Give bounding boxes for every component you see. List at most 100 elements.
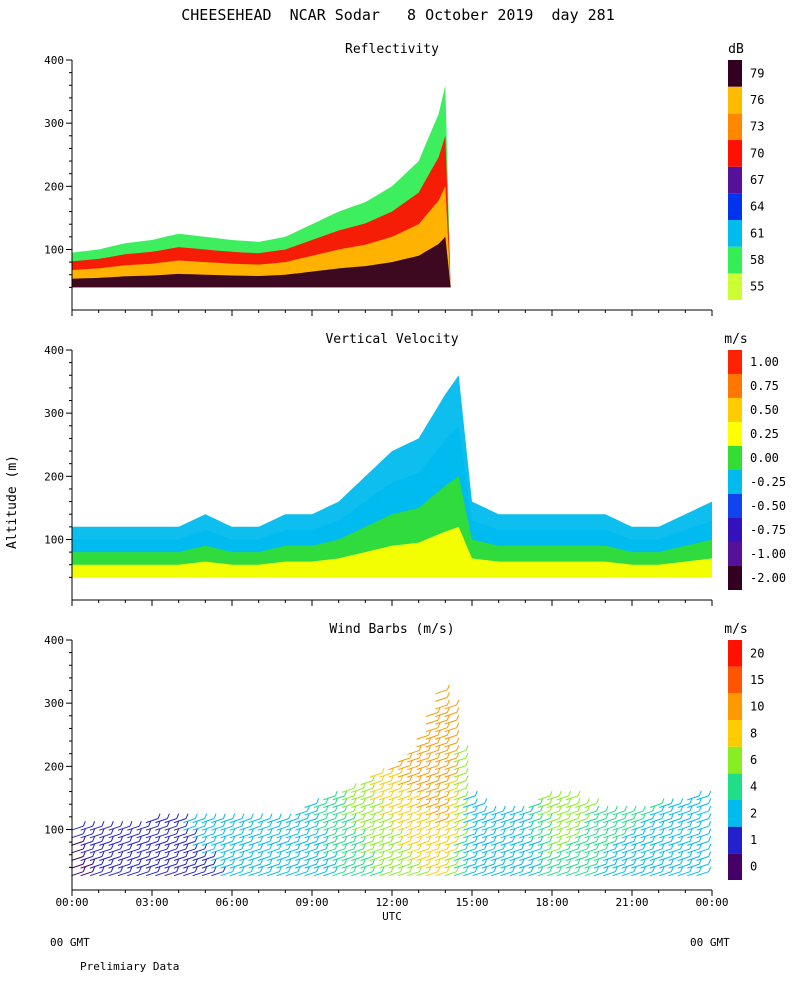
wind-barb <box>472 798 488 808</box>
wind-barb <box>435 699 450 710</box>
wind-barb <box>351 843 366 854</box>
wind-barb <box>425 821 441 831</box>
wind-barb <box>295 866 310 877</box>
wind-barb <box>621 813 637 824</box>
colorbar-swatch <box>728 720 742 747</box>
wind-barb <box>677 843 693 854</box>
wind-barb <box>183 858 198 869</box>
x-tick-label: 06:00 <box>215 896 248 909</box>
wind-barb <box>472 858 488 869</box>
wind-barb <box>696 843 712 854</box>
wind-barb <box>360 866 376 877</box>
wind-barb <box>136 828 152 839</box>
wind-barb <box>575 805 590 816</box>
wind-barb <box>145 843 161 854</box>
wind-barb <box>416 828 432 839</box>
wind-barb <box>687 851 702 862</box>
wind-barb <box>416 798 432 808</box>
wind-barb <box>127 821 142 831</box>
wind-barb <box>435 707 450 718</box>
wind-barb <box>416 783 432 793</box>
wind-barb <box>519 866 534 877</box>
wind-barb <box>127 851 142 862</box>
wind-barb <box>332 858 348 869</box>
wind-barb <box>136 851 152 862</box>
wind-barb <box>407 775 422 786</box>
wind-barb <box>547 866 562 877</box>
wind-barb <box>528 843 544 854</box>
wind-barb <box>621 828 637 839</box>
wind-barb <box>425 722 441 733</box>
wind-barb <box>444 790 460 801</box>
x-tick-label: 00:00 <box>55 896 88 909</box>
wind-barb <box>575 828 590 839</box>
wind-barb <box>649 805 665 816</box>
wind-barb <box>472 836 488 846</box>
wind-barb <box>416 851 432 862</box>
wind-barb <box>397 805 413 816</box>
wind-barb <box>155 843 170 854</box>
wind-barb <box>584 805 600 816</box>
wind-barb <box>556 798 572 808</box>
wind-barb <box>407 821 422 831</box>
wind-barb <box>388 767 404 778</box>
wind-barb <box>416 760 432 771</box>
wind-barb <box>397 760 413 771</box>
wind-barb <box>668 858 684 869</box>
wind-barb <box>687 843 702 854</box>
wind-barb <box>220 836 236 846</box>
wind-barb <box>603 843 618 854</box>
wind-barb <box>528 821 544 831</box>
wind-barb <box>696 858 712 869</box>
colorbar-swatch <box>728 826 742 854</box>
wind-barb <box>491 828 506 839</box>
wind-barb <box>117 858 133 869</box>
wind-barb <box>528 836 544 846</box>
wind-barb <box>407 760 422 771</box>
colorbar-label: 2 <box>750 806 757 820</box>
wind-barb <box>173 828 189 839</box>
wind-barb <box>145 858 161 869</box>
wind-barb <box>677 798 693 808</box>
wind-barb <box>108 843 124 854</box>
wind-barb <box>425 737 441 748</box>
wind-barb <box>472 866 488 877</box>
colorbar-swatch <box>728 800 742 827</box>
wind-barb <box>509 843 525 854</box>
wind-barb <box>425 767 441 778</box>
wind-barb <box>621 836 637 846</box>
wind-barb <box>313 828 329 839</box>
colorbar-swatch <box>728 640 742 667</box>
wind-barb <box>621 821 637 831</box>
wind-barb <box>285 821 301 831</box>
wind-barb <box>425 836 441 846</box>
wind-barb <box>603 821 618 831</box>
wind-barb <box>425 790 441 801</box>
wind-barb <box>136 858 152 869</box>
colorbar-label: 73 <box>750 120 764 134</box>
wind-barb <box>565 836 581 846</box>
wind-barb <box>435 722 450 733</box>
colorbar-swatch <box>728 398 742 422</box>
wind-barb <box>285 836 301 846</box>
wind-barb <box>183 813 198 824</box>
wind-barb <box>696 821 712 831</box>
wind-barb <box>519 828 534 839</box>
wind-barb <box>491 821 506 831</box>
wind-barb <box>556 828 572 839</box>
wind-barb <box>603 836 618 846</box>
wind-barb <box>220 858 236 869</box>
wind-barb <box>351 866 366 877</box>
wind-barb <box>220 813 236 824</box>
wind-barb <box>332 813 348 824</box>
wind-barb <box>500 836 516 846</box>
reflectivity-title: Reflectivity <box>345 42 439 57</box>
wind-barb <box>640 866 656 877</box>
wind-barb <box>407 790 422 801</box>
wind-barb <box>80 821 96 831</box>
wind-barb <box>379 836 394 846</box>
wind-barb <box>407 783 422 793</box>
wind-barb <box>136 843 152 854</box>
wind-barb <box>453 805 469 816</box>
wind-barb <box>183 851 198 862</box>
